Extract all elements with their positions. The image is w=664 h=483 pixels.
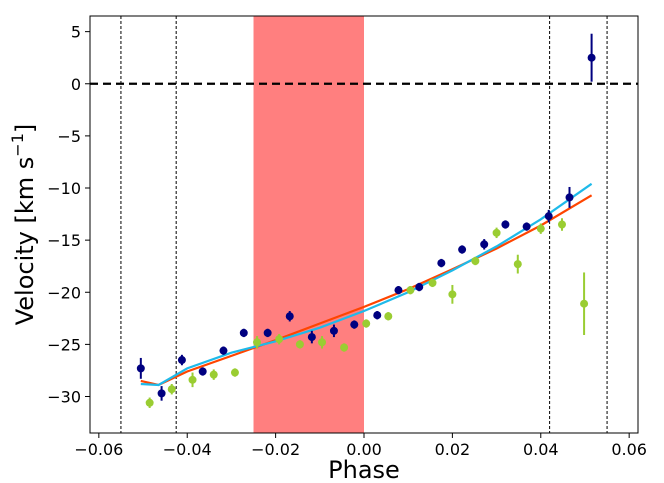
y-tick-label: 0	[71, 75, 81, 94]
y-axis-title: Velocity [km s−1]	[8, 124, 39, 326]
y-tick-label: −20	[47, 283, 81, 302]
data-point	[587, 53, 596, 62]
y-tick-label: −15	[47, 231, 81, 250]
model-curve	[140, 182, 593, 387]
data-point	[544, 212, 553, 221]
data-point	[350, 320, 359, 329]
data-point	[373, 311, 382, 320]
data-point	[263, 328, 272, 337]
data-point	[580, 299, 589, 308]
data-point	[253, 338, 262, 347]
x-tick-label: 0.02	[435, 440, 471, 459]
data-point	[501, 220, 510, 229]
x-tick-label: 0.06	[611, 440, 647, 459]
data-point	[458, 245, 467, 254]
x-tick-label: −0.06	[74, 440, 123, 459]
data-point	[285, 312, 294, 321]
data-point	[415, 283, 424, 292]
data-point	[340, 343, 349, 352]
data-point	[522, 222, 531, 231]
data-point	[428, 278, 437, 287]
data-point	[239, 328, 248, 337]
y-axis-title-superscript: −1	[8, 133, 27, 157]
data-point	[157, 389, 166, 398]
data-point	[480, 240, 489, 249]
data-point	[145, 398, 154, 407]
data-point	[219, 346, 228, 355]
y-tick-label: −10	[47, 179, 81, 198]
plot-layer	[90, 16, 638, 433]
data-point	[275, 335, 284, 344]
data-point	[536, 224, 545, 233]
data-point	[209, 370, 218, 379]
data-point	[557, 220, 566, 229]
data-point	[188, 375, 197, 384]
shaded-region	[253, 16, 364, 433]
y-tick-label: −30	[47, 388, 81, 407]
data-point	[329, 326, 338, 335]
data-point	[384, 312, 393, 321]
data-point	[565, 193, 574, 202]
model-curve	[140, 194, 593, 387]
data-point	[471, 256, 480, 265]
ticks-layer: −0.06 −0.04 −0.02 0.00 0.02 0.04 0.06 5 0 −5 −10 −1…	[47, 23, 647, 459]
data-point	[406, 286, 415, 295]
data-point	[198, 367, 207, 376]
x-tick-label: −0.04	[163, 440, 212, 459]
data-point	[230, 368, 239, 377]
data-point	[492, 228, 501, 237]
data-point	[362, 319, 371, 328]
data-point	[394, 286, 403, 295]
x-axis-title: Phase	[328, 456, 400, 483]
data-point	[318, 338, 327, 347]
data-point	[513, 260, 522, 269]
y-tick-label: −5	[57, 127, 81, 146]
x-tick-label: 0.00	[346, 440, 382, 459]
data-point	[167, 385, 176, 394]
y-axis-title-close: ]	[11, 124, 39, 133]
data-point	[177, 356, 186, 365]
y-tick-label: 5	[71, 23, 81, 42]
data-point	[448, 290, 457, 299]
data-point	[136, 364, 145, 373]
y-tick-label: −25	[47, 335, 81, 354]
x-tick-label: 0.04	[523, 440, 559, 459]
y-axis-title-main: Velocity [km s	[11, 157, 39, 326]
x-tick-label: −0.02	[251, 440, 300, 459]
data-point	[295, 340, 304, 349]
data-point	[307, 333, 316, 342]
data-point	[437, 259, 446, 268]
